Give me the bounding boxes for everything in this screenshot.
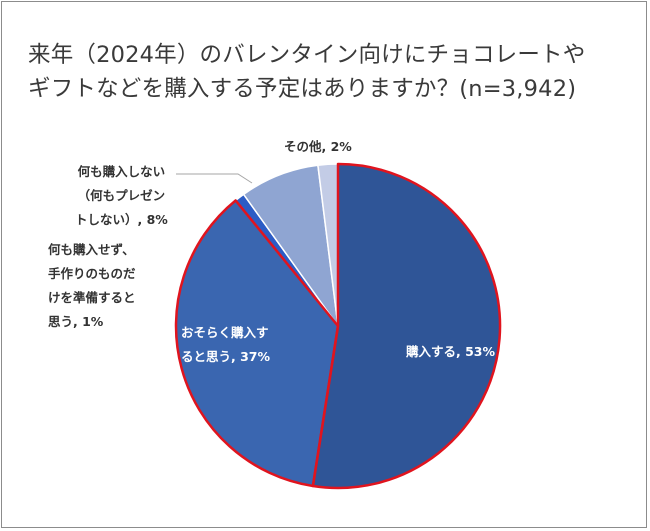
slice-label-no-purchase-line-3: トしない）, 8% — [75, 212, 168, 227]
slice-label-no-purchase-line-1: 何も購入しない — [77, 164, 166, 179]
slice-label-handmade-line-2: 手作りのものだ — [48, 266, 136, 281]
highlight-border-probably-purchase — [174, 199, 340, 488]
slice-label-handmade-line-4: 思う, 1% — [48, 314, 104, 329]
chart-title-line-1: 来年（2024年）のバレンタイン向けにチョコレートや — [28, 42, 586, 68]
slice-label-handmade-line-1: 何も購入せず、 — [48, 242, 135, 257]
slice-label-no-purchase: 何も購入しない （何もプレゼン トしない）, 8% — [75, 160, 168, 232]
slice-label-probably-purchase-line-2: ると思う, 37% — [181, 349, 271, 364]
chart-title: 来年（2024年）のバレンタイン向けにチョコレートや ギフトなどを購入する予定は… — [28, 38, 638, 106]
slice-label-probably-purchase-line-1: おそらく購入す — [181, 325, 269, 340]
slice-label-other: その他, 2% — [284, 139, 352, 154]
slice-label-no-purchase-line-2: （何もプレゼン — [77, 188, 166, 203]
slice-label-purchase: 購入する, 53% — [406, 344, 496, 359]
slice-label-handmade: 何も購入せず、 手作りのものだ けを準備すると 思う, 1% — [48, 238, 136, 334]
slice-label-probably-purchase: おそらく購入す ると思う, 37% — [181, 321, 270, 369]
slice-label-handmade-line-3: けを準備すると — [48, 290, 136, 305]
pie-slice-purchase — [312, 163, 501, 489]
chart-title-line-2: ギフトなどを購入する予定はありますか？(n=3,942) — [28, 76, 577, 102]
leader-line-no-purchase — [176, 173, 253, 184]
highlight-border-purchase — [311, 162, 502, 490]
